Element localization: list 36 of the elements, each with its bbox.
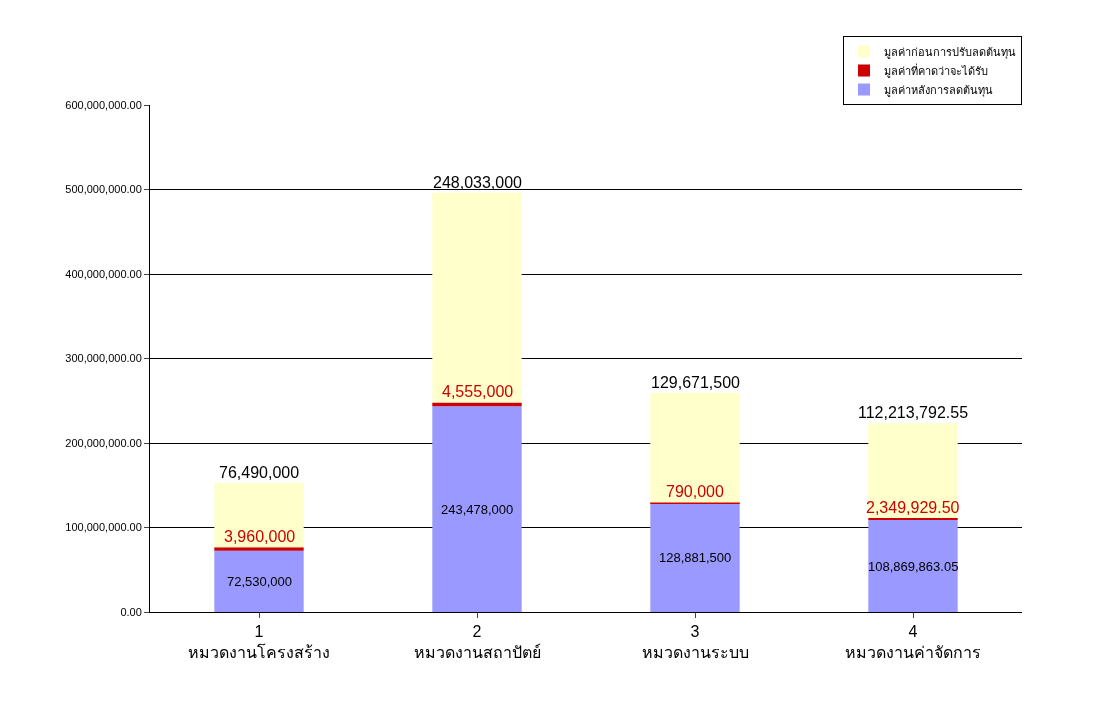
legend-label: มูลค่าก่อนการปรับลดต้นทุน: [884, 45, 1016, 59]
data-label: 129,671,500: [651, 374, 741, 391]
y-tick-label: 500,000,000.00: [65, 183, 142, 196]
y-tick-label: 0.00: [120, 605, 142, 618]
bar: [650, 392, 740, 503]
data-label: 128,881,500: [659, 550, 732, 565]
y-tick-label: 200,000,000.00: [65, 436, 142, 449]
data-label: 108,869,863.05: [868, 559, 959, 574]
bar: [214, 550, 304, 612]
bar: [432, 406, 522, 612]
bar: [432, 192, 522, 403]
bar: [868, 520, 958, 612]
bar: [868, 423, 958, 519]
legend-label: มูลค่าที่คาดว่าจะได้รับ: [884, 62, 988, 78]
data-label: 72,530,000: [227, 574, 293, 589]
y-tick-label: 600,000,000.00: [65, 98, 142, 111]
data-label: 3,960,000: [224, 528, 296, 545]
data-label: 4,555,000: [442, 383, 514, 400]
x-tick-label: 3 หมวดงานระบบ: [641, 623, 749, 661]
bar: [650, 503, 740, 612]
bar: [214, 482, 304, 548]
bar: [214, 547, 304, 551]
data-label: 76,490,000: [219, 464, 300, 481]
bar: [432, 402, 522, 407]
x-tick-label: 1 หมวดงานโครงสร้าง: [188, 623, 330, 661]
data-label: 790,000: [666, 483, 724, 500]
x-tick-label: 4 หมวดงานค่าจัดการ: [845, 623, 981, 661]
data-label: 248,033,000: [433, 174, 523, 191]
legend-label: มูลค่าหลังการลดต้นทุน: [884, 83, 993, 97]
data-label: 243,478,000: [441, 502, 514, 517]
y-tick-label: 400,000,000.00: [65, 267, 142, 280]
data-label: 2,349,929.50: [866, 499, 960, 516]
y-tick-label: 300,000,000.00: [65, 352, 142, 365]
y-tick-label: 100,000,000.00: [65, 521, 142, 534]
x-tick-label: 2 หมวดงานสถาปัตย์: [413, 623, 541, 661]
data-label: 112,213,792.55: [858, 404, 969, 421]
